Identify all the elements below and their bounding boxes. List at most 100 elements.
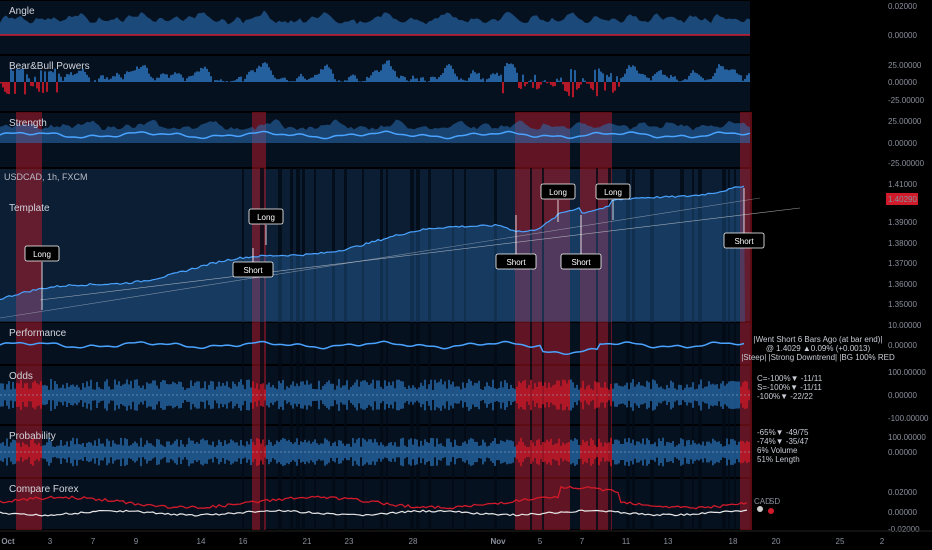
probability-bar [538, 439, 540, 465]
odds-bar [662, 388, 664, 402]
dark-bar [692, 168, 694, 530]
power-bar [416, 78, 418, 82]
power-bar [500, 74, 502, 82]
odds-bar [282, 379, 284, 411]
symbol-label: USDCAD, 1h, FXCM [4, 172, 88, 182]
power-bar [436, 79, 438, 82]
odds-bar [382, 388, 384, 402]
power-bar [232, 80, 234, 82]
probability-bar [30, 439, 32, 465]
dark-bar [608, 168, 611, 530]
odds-bar [406, 388, 408, 402]
power-bar [82, 68, 84, 82]
probability-bar [298, 444, 300, 460]
power-bar [494, 74, 496, 82]
odds-bar [138, 385, 140, 405]
power-bar [586, 82, 588, 84]
power-bar [358, 81, 360, 82]
odds-bar [182, 387, 184, 403]
odds-bar [398, 379, 400, 411]
power-bar [438, 77, 440, 82]
signal-tag-long[interactable] [540, 183, 576, 200]
y-tick: 1.41000 [888, 180, 917, 189]
odds-bar [670, 380, 672, 410]
power-bar [748, 73, 750, 82]
y-tick: 1.39000 [888, 218, 917, 227]
power-bar [636, 70, 638, 82]
probability-bar [742, 441, 744, 463]
probability-bar [338, 440, 340, 464]
odds-bar [654, 380, 656, 410]
probability-bar [450, 442, 452, 462]
power-bar [470, 73, 472, 82]
power-bar [344, 80, 346, 82]
signal-tag-short[interactable] [495, 253, 537, 270]
odds-bar [566, 383, 568, 407]
probability-bar [490, 442, 492, 462]
odds-bar [78, 387, 80, 403]
power-bar [68, 74, 70, 82]
probability-bar [570, 439, 572, 465]
odds-bar [22, 388, 24, 402]
odds-bar [246, 379, 248, 411]
probability-bar [438, 444, 440, 460]
signal-tag-short[interactable] [232, 261, 274, 278]
power-bar [190, 75, 192, 82]
probability-bar [670, 443, 672, 461]
power-bar [480, 79, 482, 82]
probability-bar [358, 437, 360, 467]
probability-bar [558, 438, 560, 466]
power-bar [508, 63, 510, 82]
red-zone [16, 112, 42, 530]
power-bar [452, 68, 454, 82]
power-bar [88, 77, 90, 82]
power-bar [54, 68, 56, 82]
probability-bar [362, 438, 364, 466]
power-bar [100, 75, 102, 82]
probability-bar [126, 439, 128, 465]
power-bar [210, 76, 212, 82]
odds-bar [326, 382, 328, 408]
probability-bar [70, 440, 72, 464]
odds-bar [74, 386, 76, 404]
odds-bar [250, 387, 252, 403]
power-bar [338, 80, 340, 82]
power-bar [486, 79, 488, 82]
probability-bar [734, 440, 736, 464]
odds-bar [238, 381, 240, 409]
probability-bar [590, 438, 592, 466]
power-bar [418, 81, 420, 82]
probability-bar [130, 445, 132, 459]
power-bar [150, 76, 152, 82]
signal-tag-long[interactable] [595, 183, 631, 200]
probability-bar [302, 442, 304, 462]
probability-bar [38, 442, 40, 462]
odds-bar [402, 381, 404, 409]
y-tick: 1.37000 [888, 259, 917, 268]
power-bar [454, 73, 456, 82]
odds-info: S=-100%▼ -11/11 [757, 383, 822, 392]
power-bar [468, 77, 470, 82]
power-bar [526, 82, 528, 84]
power-bar [318, 73, 320, 82]
power-bar [674, 76, 676, 82]
probability-bar [722, 446, 724, 458]
power-bar [30, 82, 32, 86]
power-bar [294, 81, 296, 82]
signal-tag-long[interactable] [248, 208, 284, 225]
odds-bar [574, 387, 576, 403]
power-bar [522, 74, 524, 82]
power-bar [134, 70, 136, 82]
power-bar [724, 69, 726, 82]
probability-bar [386, 445, 388, 459]
power-bar [144, 65, 146, 82]
signal-tag-short[interactable] [723, 232, 765, 249]
power-bar [728, 70, 730, 82]
probability-bar [566, 442, 568, 462]
odds-bar [334, 389, 336, 401]
probability-bar [230, 439, 232, 465]
signal-tag-short[interactable] [560, 253, 602, 270]
y-tick: 0.00000 [888, 78, 917, 87]
signal-tag-long[interactable] [24, 245, 60, 262]
